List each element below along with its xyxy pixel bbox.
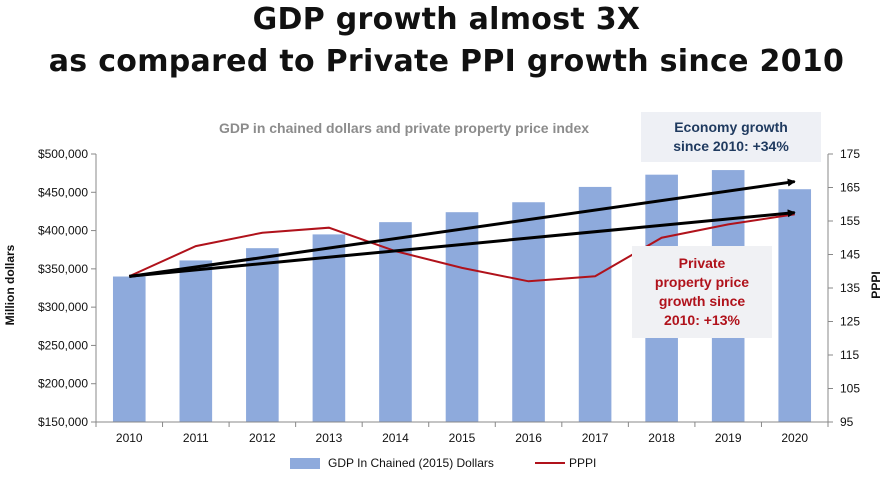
- y-tick-label: $150,000: [38, 415, 88, 429]
- legend-item-ppi: PPPI: [535, 456, 596, 470]
- chart-title: GDP in chained dollars and private prope…: [219, 120, 589, 136]
- legend-label-ppi: PPPI: [569, 456, 597, 470]
- x-tick-label: 2016: [515, 431, 542, 445]
- ppi-trend-arrow: [129, 209, 796, 278]
- ppi-annotation-line: 2010: +13%: [664, 312, 740, 328]
- x-tick-label: 2014: [382, 431, 409, 445]
- y-right-tick-label: 95: [840, 415, 854, 429]
- headline-line-2: as compared to Private PPI growth since …: [48, 44, 845, 79]
- y-tick-label: $500,000: [38, 147, 88, 161]
- x-tick-label: 2020: [781, 431, 808, 445]
- y-tick-label: $350,000: [38, 262, 88, 276]
- x-tick-label: 2013: [316, 431, 343, 445]
- x-tick-label: 2017: [582, 431, 609, 445]
- ppi-growth-annotation: Private property price growth since 2010…: [632, 246, 772, 338]
- gdp-trend-arrow: [129, 178, 796, 278]
- y-right-tick-label: 155: [840, 214, 860, 228]
- headline-line-1: GDP growth almost 3X: [252, 2, 641, 37]
- x-tick-label: 2019: [715, 431, 742, 445]
- legend-label-gdp: GDP In Chained (2015) Dollars: [328, 456, 494, 470]
- y-right-tick-label: 125: [840, 315, 860, 329]
- ppi-annotation-line: growth since: [658, 293, 746, 309]
- y-right-tick-label: 135: [840, 281, 860, 295]
- gdp-bar: [179, 260, 213, 422]
- gdp-bar: [778, 189, 812, 422]
- gdp-bar: [578, 186, 612, 422]
- y-right-tick-label: 115: [840, 348, 859, 362]
- gdp-bar: [112, 276, 146, 422]
- x-tick-label: 2011: [183, 431, 209, 445]
- economy-growth-annotation: Economy growth since 2010: +34%: [641, 112, 821, 162]
- legend-swatch-gdp: [290, 457, 320, 469]
- gdp-bar: [246, 248, 279, 422]
- x-tick-label: 2010: [116, 431, 143, 445]
- gdp-bar: [312, 234, 346, 422]
- y-tick-label: $400,000: [38, 224, 88, 238]
- y-axis-label-left: Million dollars: [3, 244, 17, 325]
- ppi-line: [128, 213, 795, 283]
- y-right-tick-label: 175: [840, 147, 860, 161]
- y-tick-label: $300,000: [38, 300, 88, 314]
- y-right-tick-label: 145: [840, 248, 860, 262]
- ppi-annotation-line: property price: [654, 274, 750, 290]
- x-tick-label: 2015: [449, 431, 476, 445]
- gdp-bar: [379, 222, 412, 422]
- y-axis-label-right: PPPI: [869, 271, 883, 298]
- x-tick-label: 2012: [249, 431, 276, 445]
- legend-item-gdp: GDP In Chained (2015) Dollars: [290, 456, 494, 470]
- legend-swatch-ppi: [535, 462, 565, 464]
- economy-annotation-line: Economy growth: [674, 119, 788, 135]
- economy-annotation-line: since 2010: +34%: [673, 138, 789, 154]
- gdp-bar: [445, 212, 479, 422]
- y-right-tick-label: 165: [840, 181, 860, 195]
- y-right-tick-label: 105: [840, 382, 860, 396]
- y-tick-label: $450,000: [38, 185, 88, 199]
- x-tick-label: 2018: [648, 431, 675, 445]
- y-tick-label: $200,000: [38, 377, 88, 391]
- y-tick-label: $250,000: [38, 338, 88, 352]
- ppi-annotation-line: Private: [678, 255, 726, 271]
- gdp-bar: [512, 202, 545, 422]
